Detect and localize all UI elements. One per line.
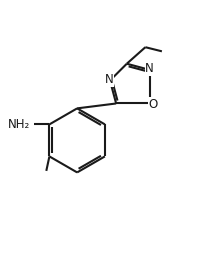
Text: N: N bbox=[105, 73, 113, 86]
Text: NH₂: NH₂ bbox=[7, 118, 30, 131]
Text: N: N bbox=[145, 62, 154, 75]
Text: O: O bbox=[149, 98, 158, 111]
